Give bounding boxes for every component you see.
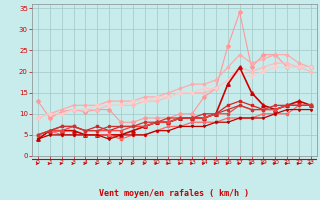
Text: Vent moyen/en rafales ( km/h ): Vent moyen/en rafales ( km/h ) [100, 189, 249, 198]
